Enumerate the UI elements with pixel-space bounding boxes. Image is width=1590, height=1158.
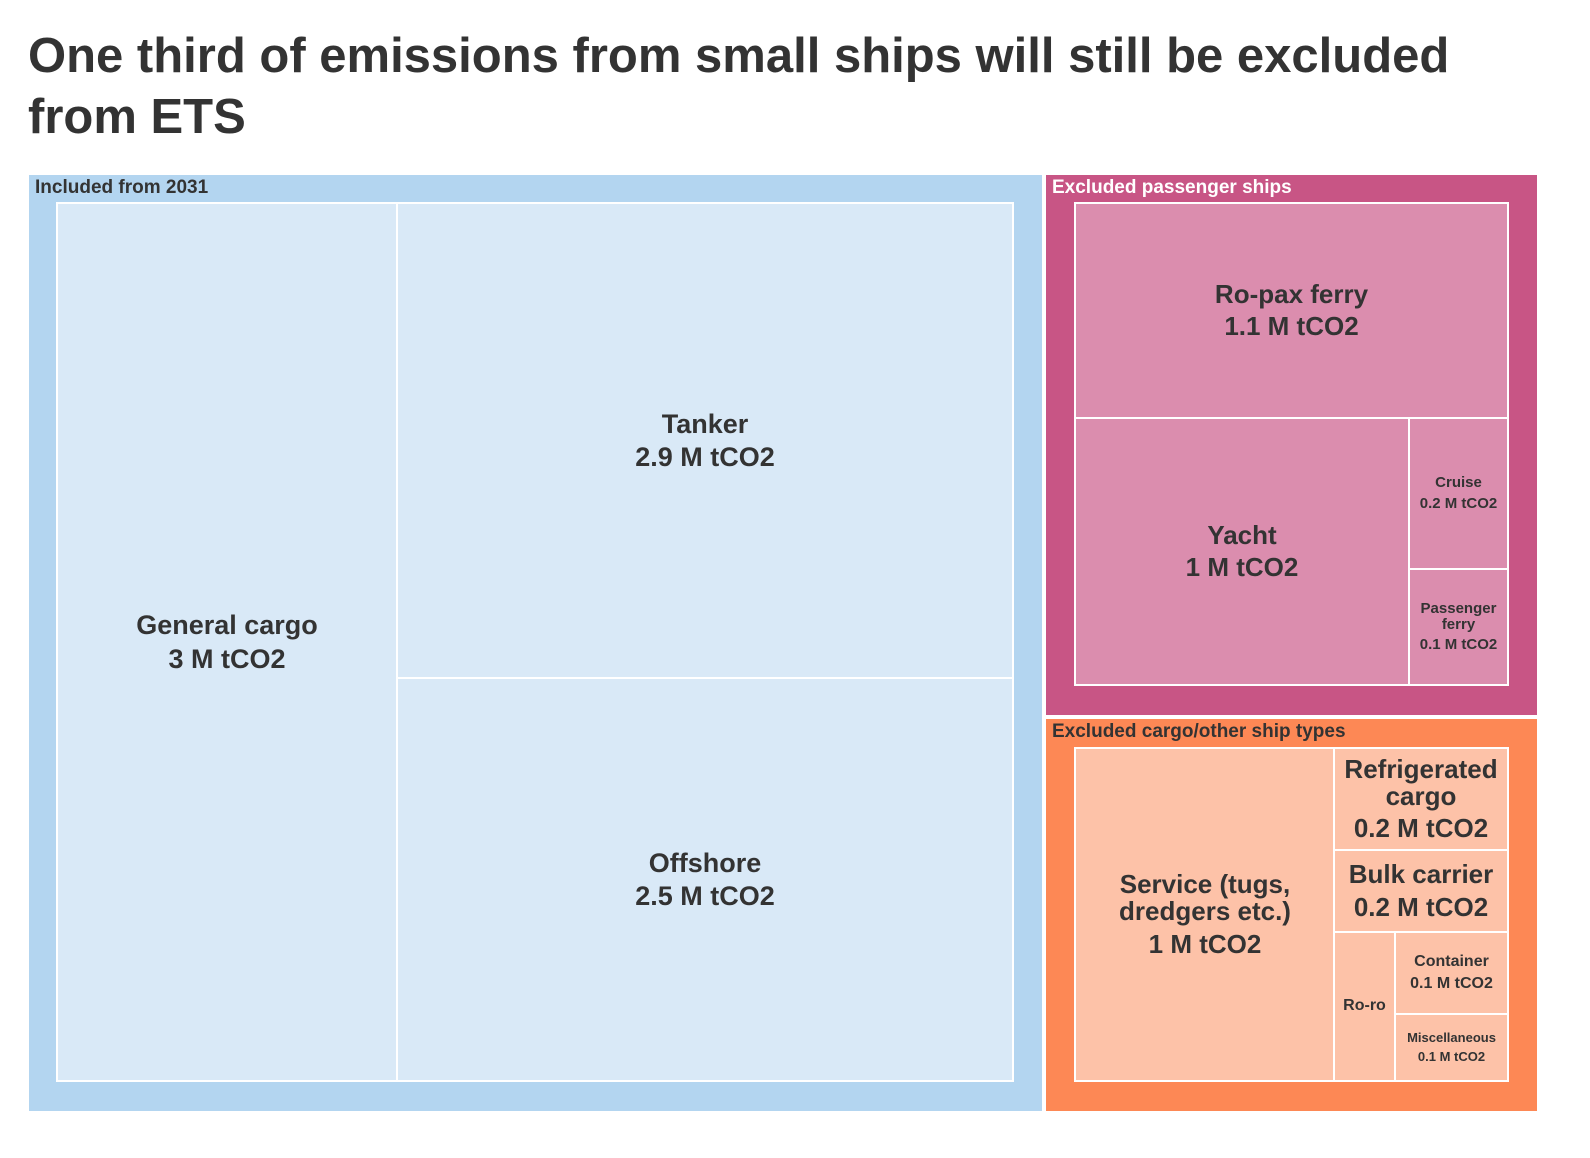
- tile-ro-ro[interactable]: Ro-ro: [1333, 931, 1396, 1082]
- tile-tanker[interactable]: Tanker 2.9 M tCO2: [396, 202, 1014, 679]
- tile-label: Bulk carrier: [1348, 859, 1494, 890]
- tile-cruise[interactable]: Cruise 0.2 M tCO2: [1408, 417, 1509, 570]
- tile-value: 1.1 M tCO2: [1224, 311, 1359, 341]
- tile-label: Ro-pax ferry: [1214, 278, 1369, 309]
- group-label: Excluded cargo/other ship types: [1052, 721, 1346, 742]
- tile-label: Offshore: [648, 847, 762, 878]
- tile-bulk-carrier[interactable]: Bulk carrier 0.2 M tCO2: [1333, 849, 1509, 933]
- tile-label: Ro-ro: [1343, 997, 1386, 1015]
- tile-value: 2.5 M tCO2: [635, 881, 775, 911]
- tile-value: 0.2 M tCO2: [1419, 495, 1498, 512]
- tile-label: Cruise: [1435, 474, 1482, 492]
- tile-passenger-ferry[interactable]: Passenger ferry 0.1 M tCO2: [1408, 568, 1509, 686]
- tile-service-tugs-dredgers-etc[interactable]: Service (tugs, dredgers etc.) 1 M tCO2: [1074, 747, 1336, 1082]
- group-label: Included from 2031: [35, 177, 209, 198]
- tile-value: 1 M tCO2: [1148, 928, 1262, 959]
- tile-label: General cargo: [136, 610, 318, 641]
- tile-value: 3 M tCO2: [168, 643, 286, 674]
- tile-value: 0.2 M tCO2: [1353, 813, 1489, 844]
- tile-value: 0.2 M tCO2: [1353, 891, 1489, 922]
- tile-ro-pax-ferry[interactable]: Ro-pax ferry 1.1 M tCO2: [1074, 202, 1509, 419]
- tile-label: Container: [1414, 952, 1489, 970]
- tile-label: Service (tugs, dredgers etc.): [1119, 869, 1291, 927]
- chart-title: One third of emissions from small ships …: [28, 29, 1450, 144]
- tile-container[interactable]: Container 0.1 M tCO2: [1394, 931, 1509, 1015]
- tile-label: Miscellaneous: [1407, 1030, 1496, 1046]
- tile-label: Passenger ferry: [1420, 599, 1497, 633]
- tile-yacht[interactable]: Yacht 1 M tCO2: [1074, 417, 1410, 686]
- tile-label: Refrigerated cargo: [1344, 753, 1498, 811]
- tile-value: 2.9 M tCO2: [635, 442, 775, 472]
- tile-label: Tanker: [661, 408, 749, 439]
- tile-refrigerated-cargo[interactable]: Refrigerated cargo 0.2 M tCO2: [1333, 747, 1509, 851]
- tile-value: 0.1 M tCO2: [1419, 636, 1498, 654]
- tile-value: 0.1 M tCO2: [1410, 974, 1493, 992]
- tile-value: 0.1 M tCO2: [1417, 1049, 1486, 1064]
- tile-offshore[interactable]: Offshore 2.5 M tCO2: [396, 677, 1014, 1082]
- group-label: Excluded passenger ships: [1052, 177, 1292, 198]
- tile-general-cargo[interactable]: General cargo 3 M tCO2: [56, 202, 398, 1082]
- tile-miscellaneous[interactable]: Miscellaneous 0.1 M tCO2: [1394, 1013, 1509, 1082]
- tile-value: 1 M tCO2: [1185, 552, 1299, 582]
- tile-label: Yacht: [1207, 519, 1277, 550]
